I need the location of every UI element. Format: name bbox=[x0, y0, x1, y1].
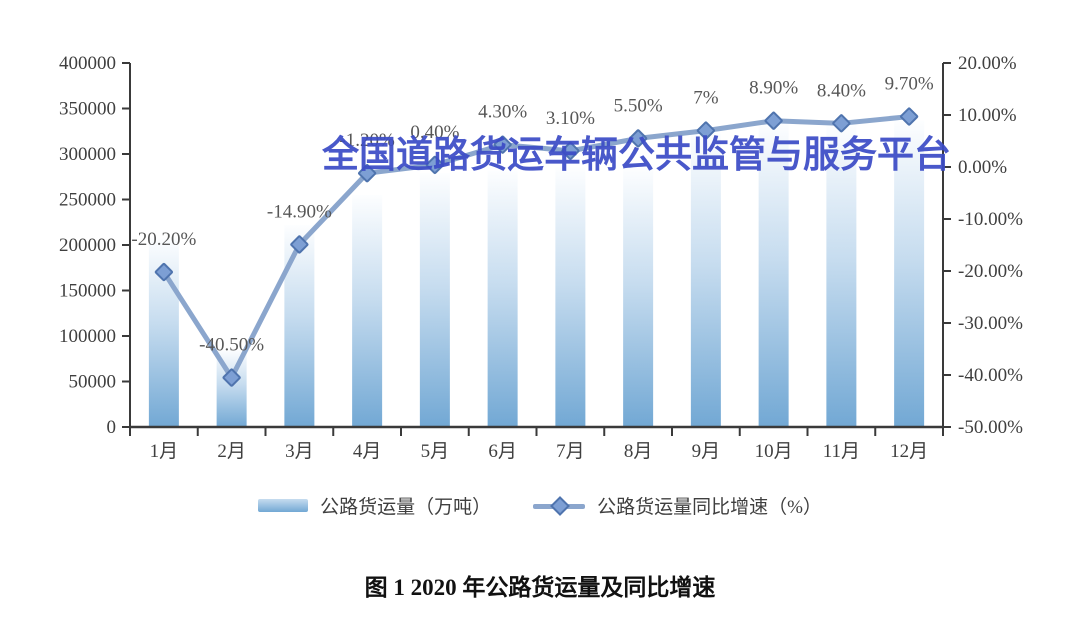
growth-label-1月: -20.20% bbox=[131, 229, 196, 250]
left-axis-tick-label: 200000 bbox=[59, 235, 116, 256]
growth-marker-6月 bbox=[493, 135, 512, 154]
chart-legend: 公路货运量（万吨） 公路货运量同比增速（%） bbox=[0, 492, 1080, 519]
right-axis-tick-label: -20.00% bbox=[958, 261, 1023, 282]
right-axis-tick-label: -10.00% bbox=[958, 209, 1023, 230]
growth-marker-4月 bbox=[358, 164, 377, 183]
left-axis-tick-label: 350000 bbox=[59, 99, 116, 120]
growth-label-10月: 8.90% bbox=[749, 78, 798, 99]
growth-marker-10月 bbox=[764, 111, 783, 130]
month-label: 12月 bbox=[890, 441, 928, 462]
growth-marker-7月 bbox=[561, 141, 580, 160]
bar-12月 bbox=[894, 120, 925, 427]
left-axis-tick-label: 0 bbox=[107, 417, 117, 438]
bar-5月 bbox=[419, 173, 450, 427]
right-axis-tick-label: 0.00% bbox=[958, 157, 1007, 178]
month-label: 9月 bbox=[692, 441, 721, 462]
legend-item-growth-rate: 公路货运量同比增速（%） bbox=[533, 492, 822, 519]
legend-item-freight-volume: 公路货运量（万吨） bbox=[258, 492, 491, 519]
growth-marker-2月 bbox=[222, 368, 241, 387]
left-axis-tick-label: 250000 bbox=[59, 190, 116, 211]
left-axis-tick-label: 400000 bbox=[59, 53, 116, 74]
right-axis-tick-label: -30.00% bbox=[958, 313, 1023, 334]
right-axis-tick-label: 10.00% bbox=[958, 105, 1017, 126]
growth-label-2月: -40.50% bbox=[199, 335, 264, 356]
combo-chart-canvas: 400000 350000 300000 250000 200000 150000 1000… bbox=[59, 53, 1023, 462]
growth-label-5月: 0.40% bbox=[410, 122, 459, 143]
bar-9月 bbox=[690, 133, 721, 427]
bar-3月 bbox=[284, 224, 315, 427]
right-axis-tick-label: 20.00% bbox=[958, 53, 1017, 74]
growth-marker-8月 bbox=[629, 129, 648, 148]
month-label: 1月 bbox=[150, 441, 179, 462]
month-label: 7月 bbox=[556, 441, 585, 462]
month-label: 4月 bbox=[353, 441, 382, 462]
growth-marker-1月 bbox=[154, 262, 173, 282]
bar-swatch-icon bbox=[258, 499, 309, 512]
growth-label-11月: 8.40% bbox=[817, 80, 866, 101]
bar-7月 bbox=[555, 167, 586, 427]
figure-caption: 图 1 2020 年公路货运量及同比增速 bbox=[364, 575, 716, 600]
growth-marker-5月 bbox=[425, 155, 444, 174]
growth-line bbox=[161, 114, 912, 381]
bar-8月 bbox=[623, 167, 654, 427]
left-axis-tick-label: 300000 bbox=[59, 144, 116, 165]
growth-label-8月: 5.50% bbox=[614, 95, 663, 116]
month-label: 5月 bbox=[421, 441, 450, 462]
left-axis-tick-label: 100000 bbox=[59, 326, 116, 347]
left-axis-tick-label: 150000 bbox=[59, 281, 116, 302]
month-label: 8月 bbox=[624, 441, 653, 462]
legend-label-freight-volume: 公路货运量（万吨） bbox=[320, 497, 492, 518]
growth-label-12月: 9.70% bbox=[885, 74, 934, 95]
month-label: 6月 bbox=[488, 441, 517, 462]
right-axis-tick-label: -40.00% bbox=[958, 365, 1023, 386]
bar-11月 bbox=[826, 124, 857, 427]
growth-label-3月: -14.90% bbox=[267, 201, 332, 222]
growth-marker-12月 bbox=[900, 107, 919, 126]
legend-label-growth-rate: 公路货运量同比增速（%） bbox=[597, 497, 822, 518]
left-axis-tick-label: 50000 bbox=[69, 372, 117, 393]
month-label: 11月 bbox=[823, 441, 860, 462]
growth-marker-11月 bbox=[832, 114, 851, 133]
month-label: 10月 bbox=[755, 441, 793, 462]
growth-label-9月: 7% bbox=[693, 88, 719, 109]
growth-label-6月: 4.30% bbox=[478, 102, 527, 123]
growth-marker-9月 bbox=[696, 121, 715, 140]
growth-label-4月: -1.20% bbox=[339, 130, 395, 151]
month-label: 3月 bbox=[285, 441, 314, 462]
bar-6月 bbox=[487, 170, 518, 427]
growth-label-7月: 3.10% bbox=[546, 108, 595, 129]
right-axis-tick-label: -50.00% bbox=[958, 417, 1023, 438]
line-diamond-swatch-icon bbox=[533, 495, 586, 516]
month-label: 2月 bbox=[217, 441, 246, 462]
bar-10月 bbox=[758, 122, 789, 428]
growth-marker-3月 bbox=[290, 235, 309, 254]
bar-4月 bbox=[352, 194, 383, 427]
